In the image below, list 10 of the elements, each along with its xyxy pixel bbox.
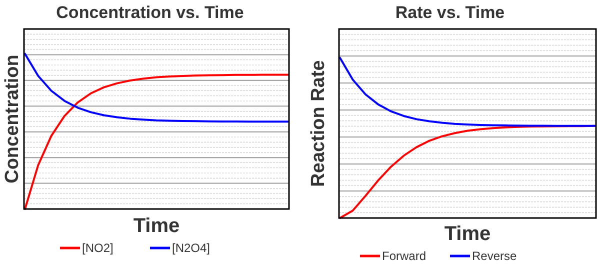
y-axis-title: Concentration [2,54,23,184]
y-axis-title: Reaction Rate [308,60,329,187]
chart-title: Rate vs. Time [395,3,505,22]
legend-label: Forward [382,249,426,263]
legend-label: Reverse [472,249,518,263]
legend-label: [NO2] [82,241,114,255]
x-axis-title: Time [133,215,180,237]
chart-title: Concentration vs. Time [56,3,244,22]
legend-label: [N2O4] [172,241,210,255]
x-axis-title: Time [444,223,491,245]
